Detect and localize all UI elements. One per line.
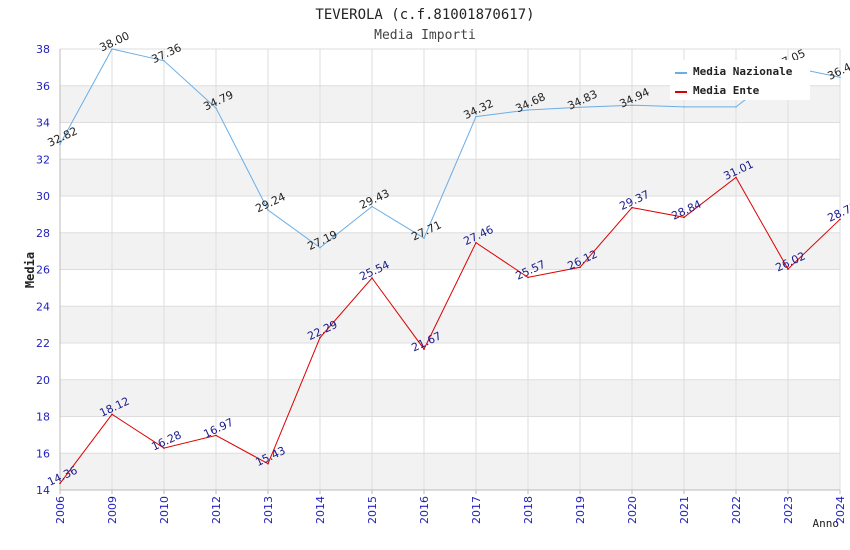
data-point-media-nazionale [371,205,373,208]
plot-band [60,453,840,490]
data-point-media-nazionale [839,76,841,79]
axes [59,49,841,494]
x-tick-label: 2018 [522,496,535,524]
x-tick-label: 2006 [54,496,67,524]
data-point-media-ente [839,218,841,221]
y-tick-label: 14 [36,484,50,497]
data-point-media-ente [475,241,477,244]
legend-box [670,60,810,100]
x-tick-label: 2009 [106,496,119,524]
data-label-media-nazionale: 37.36 [149,41,183,66]
chart-title: TEVEROLA (c.f.81001870617) [315,7,534,23]
data-point-media-nazionale [735,106,737,108]
data-point-media-ente [735,176,737,179]
data-label-media-ente: 28.73 [825,200,850,225]
data-point-media-ente [319,336,321,339]
data-point-media-ente [787,268,789,270]
x-tick-label: 2022 [730,496,743,524]
data-point-media-ente [215,434,217,437]
data-point-media-ente [59,482,61,485]
data-point-media-ente [683,216,685,219]
data-label-media-nazionale: 38.00 [97,29,131,54]
y-tick-labels: 14 16 18 20 22 24 26 28 30 32 34 36 38 [36,43,50,497]
series-group [59,48,841,485]
data-point-media-ente [163,447,165,449]
data-point-media-nazionale [319,246,321,249]
data-point-media-ente [631,206,633,209]
series-line-media-nazionale [59,48,841,249]
y-tick-label: 24 [36,300,50,313]
data-point-media-ente [423,348,425,350]
series-line-media-ente [59,176,841,484]
y-axis-label: Media [23,252,37,288]
x-tick-label: 2024 [834,496,847,524]
y-tick-label: 32 [36,153,50,166]
data-point-media-nazionale [267,209,269,211]
legend-label-media-nazionale: Media Nazionale [693,65,793,78]
data-point-media-nazionale [215,107,217,109]
data-label-media-ente: 28.84 [669,198,703,223]
x-tick-label: 2019 [574,496,587,524]
plot-band [60,306,840,343]
x-tick-label: 2015 [366,496,379,524]
x-tick-label: 2021 [678,496,691,524]
chart-subtitle: Media Importi [374,28,476,43]
x-tick-label: 2013 [262,496,275,524]
plot-band [60,232,840,270]
y-tick-label: 30 [36,190,50,203]
data-point-media-nazionale [163,59,165,62]
data-label-media-nazionale: 32.82 [45,124,79,149]
data-point-media-ente [579,266,581,269]
data-point-media-ente [111,413,113,416]
grid-lines [59,48,841,491]
x-tick-label: 2014 [314,496,327,524]
legend: Media Nazionale Media Ente [670,60,810,100]
x-axis-label: Anno [813,517,840,530]
data-point-media-nazionale [631,104,633,107]
data-point-media-ente [527,276,529,279]
x-tick-label: 2023 [782,496,795,524]
data-point-media-ente [267,462,269,465]
y-tick-label: 36 [36,80,50,93]
data-point-media-ente [371,277,373,279]
y-tick-label: 16 [36,447,50,460]
data-label-media-ente: 16.28 [149,428,183,453]
data-point-media-nazionale [111,48,113,50]
x-tick-label: 2010 [158,496,171,524]
data-label-media-nazionale: 36.46 [825,58,850,83]
y-tick-label: 28 [36,227,50,240]
data-point-media-nazionale [527,109,529,111]
data-point-media-nazionale [475,115,477,118]
x-tick-label: 2016 [418,496,431,524]
data-point-media-nazionale [683,106,685,108]
data-point-media-nazionale [59,143,61,145]
x-tick-label: 2020 [626,496,639,524]
data-point-media-nazionale [579,106,581,109]
plot-band [60,379,840,417]
y-tick-label: 38 [36,43,50,56]
y-tick-label: 26 [36,264,50,277]
y-tick-label: 34 [36,117,50,130]
legend-label-media-ente: Media Ente [693,84,760,97]
data-point-media-nazionale [423,237,425,239]
y-tick-label: 18 [36,411,50,424]
x-tick-labels: 2006 2009 2010 2012 2013 2014 2015 2016 2017 2018… [54,496,847,524]
y-tick-label: 20 [36,374,50,387]
x-tick-label: 2012 [210,496,223,524]
x-tick-label: 2017 [470,496,483,524]
y-tick-label: 22 [36,337,50,350]
